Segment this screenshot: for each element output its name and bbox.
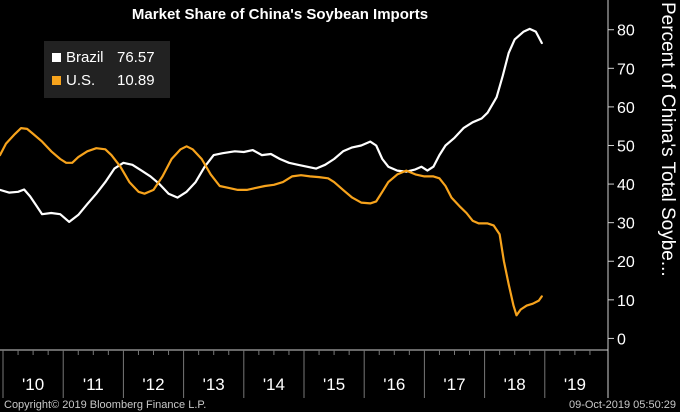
legend-value-brazil: 76.57 <box>117 49 155 66</box>
legend-label-brazil: Brazil <box>66 49 104 66</box>
x-tick-label: '19 <box>564 375 586 394</box>
ticks-layer: 0 10 20 30 40 50 60 70 80 '10 '11 '12 '13 '14 '15 '16 '1… <box>2 23 635 398</box>
y-tick-label: 60 <box>617 100 635 117</box>
legend-item-brazil: Brazil 76.57 <box>52 49 155 69</box>
series-line-brazil <box>0 27 543 223</box>
y-tick-label: 0 <box>617 331 626 348</box>
x-tick-label: '15 <box>323 375 345 394</box>
y-tick-label: 50 <box>617 138 635 155</box>
legend-label-us: U.S. <box>66 72 96 89</box>
series-line-us <box>0 127 543 317</box>
x-tick-label: '16 <box>383 375 405 394</box>
x-tick-label: '17 <box>443 375 465 394</box>
y-tick-label: 40 <box>617 177 635 194</box>
copyright-text: Copyright© 2019 Bloomberg Finance L.P. <box>4 399 207 411</box>
series-layer <box>0 27 543 317</box>
x-tick-label: '13 <box>203 375 225 394</box>
x-tick-label: '18 <box>504 375 526 394</box>
y-tick-label: 10 <box>617 293 635 310</box>
y-tick-label: 30 <box>617 216 635 233</box>
x-tick-label: '11 <box>83 375 104 394</box>
y-axis-label: Percent of China's Total Soybe... <box>657 2 678 347</box>
legend-swatch-us <box>52 75 61 85</box>
x-tick-label: '14 <box>263 375 285 394</box>
legend-swatch-brazil <box>52 52 61 62</box>
y-tick-label: 20 <box>617 254 635 271</box>
legend-value-us: 10.89 <box>117 72 155 89</box>
legend-item-us: U.S. 10.89 <box>52 72 155 92</box>
x-tick-label: '12 <box>142 375 164 394</box>
legend: Brazil 76.57 U.S. 10.89 <box>44 41 170 98</box>
y-tick-label: 70 <box>617 61 635 78</box>
chart-title: Market Share of China's Soybean Imports <box>131 6 429 23</box>
y-axis-label-text: Percent of China's Total Soybe... <box>657 2 678 277</box>
y-tick-label: 80 <box>617 23 635 40</box>
timestamp-text: 09-Oct-2019 05:50:29 <box>568 399 676 411</box>
x-tick-label: '10 <box>22 375 44 394</box>
